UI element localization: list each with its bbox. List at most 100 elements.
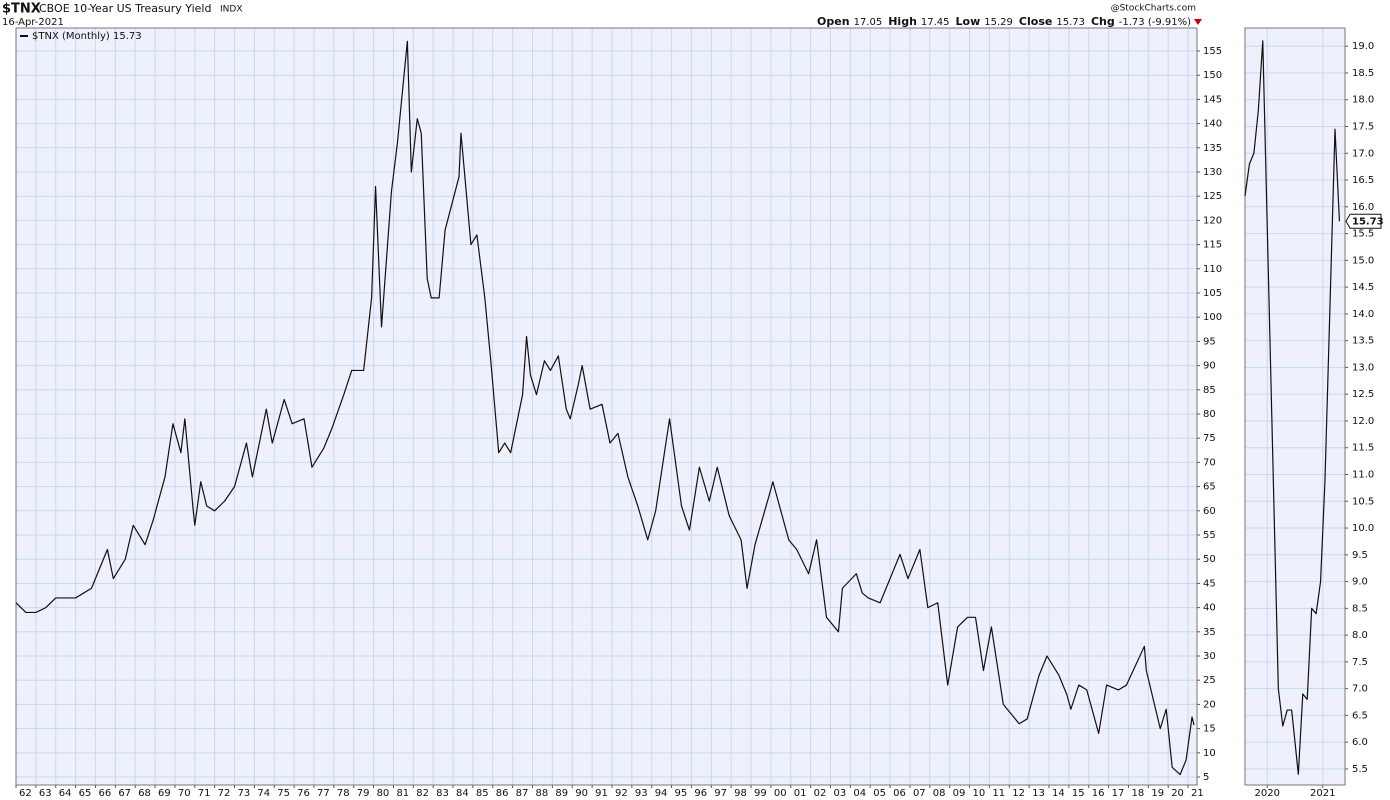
y-tick-label: 75 <box>1203 433 1216 444</box>
exchange: INDX <box>220 5 242 15</box>
x-tick-label: 98 <box>734 788 747 799</box>
x-tick-label: 81 <box>396 788 409 799</box>
y-tick-label: 125 <box>1203 191 1222 202</box>
y-tick-label: 80 <box>1203 409 1216 420</box>
y-tick-label: 30 <box>1203 651 1216 662</box>
x-tick-label: 89 <box>555 788 568 799</box>
y-tick-label: 17.0 <box>1352 148 1374 159</box>
y-tick-label: 5.5 <box>1352 764 1368 775</box>
y-tick-label: 145 <box>1203 94 1222 105</box>
y-tick-label: 17.5 <box>1352 122 1374 133</box>
plot-frame <box>15 27 1198 786</box>
y-tick-label: 110 <box>1203 264 1222 275</box>
x-tick-label: 66 <box>98 788 111 799</box>
quote-value: 17.45 <box>921 17 950 28</box>
plot-background <box>1245 28 1345 785</box>
x-tick-label: 76 <box>297 788 310 799</box>
x-tick-label: 2021 <box>1310 788 1335 799</box>
y-tick-label: 18.0 <box>1352 95 1374 106</box>
price-line <box>15 40 1195 776</box>
x-tick-label: 62 <box>19 788 32 799</box>
x-tick-label: 74 <box>257 788 270 799</box>
x-tick-label: 16 <box>1092 788 1105 799</box>
x-tick-label: 05 <box>873 788 886 799</box>
y-tick-label: 12.5 <box>1352 389 1374 400</box>
source: @StockCharts.com <box>1111 4 1196 14</box>
y-tick-label: 105 <box>1203 288 1222 299</box>
y-tick-label: 8.0 <box>1352 630 1368 641</box>
y-tick-label: 7.0 <box>1352 684 1368 695</box>
x-tick-label: 67 <box>118 788 131 799</box>
x-tick-label: 95 <box>675 788 688 799</box>
y-tick-label: 18.5 <box>1352 68 1374 79</box>
x-tick-label: 02 <box>814 788 827 799</box>
x-tick-label: 17 <box>1112 788 1125 799</box>
x-tick-label: 86 <box>496 788 509 799</box>
x-tick-label: 04 <box>853 788 866 799</box>
y-tick-label: 65 <box>1203 482 1216 493</box>
x-tick-label: 85 <box>476 788 489 799</box>
x-tick-label: 77 <box>317 788 330 799</box>
y-tick-label: 130 <box>1203 167 1222 178</box>
y-tick-label: 14.0 <box>1352 309 1374 320</box>
x-tick-label: 19 <box>1151 788 1164 799</box>
x-tick-label: 88 <box>536 788 549 799</box>
y-tick-label: 60 <box>1203 506 1216 517</box>
x-tick-label: 20 <box>1171 788 1184 799</box>
y-tick-label: 7.5 <box>1352 657 1368 668</box>
x-tick-label: 12 <box>1012 788 1025 799</box>
y-tick-label: 55 <box>1203 530 1216 541</box>
y-tick-label: 150 <box>1203 70 1222 81</box>
y-tick-label: 155 <box>1203 46 1222 57</box>
last-value-box <box>1345 213 1382 229</box>
plot-frame <box>1244 27 1346 786</box>
x-tick-label: 83 <box>436 788 449 799</box>
x-tick-label: 15 <box>1072 788 1085 799</box>
x-tick-label: 91 <box>595 788 608 799</box>
y-tick-label: 14.5 <box>1352 282 1374 293</box>
x-tick-label: 65 <box>79 788 92 799</box>
quote-value: 17.05 <box>854 17 883 28</box>
x-tick-label: 80 <box>377 788 390 799</box>
y-tick-label: 12.0 <box>1352 416 1374 427</box>
y-tick-label: 35 <box>1203 627 1216 638</box>
y-tick-label: 45 <box>1203 578 1216 589</box>
y-tick-label: 90 <box>1203 361 1216 372</box>
y-tick-label: 115 <box>1203 240 1222 251</box>
price-line <box>1244 40 1341 775</box>
legend-label: $TNX (Monthly) 15.73 <box>32 31 142 42</box>
x-tick-label: 01 <box>794 788 807 799</box>
last-value-label: 15.73 <box>1352 216 1384 227</box>
x-tick-label: 87 <box>516 788 529 799</box>
y-tick-label: 120 <box>1203 215 1222 226</box>
date: 16-Apr-2021 <box>2 17 64 28</box>
x-tick-label: 18 <box>1131 788 1144 799</box>
x-tick-label: 21 <box>1191 788 1204 799</box>
quote-value: 15.73 <box>1056 17 1085 28</box>
quote: Open 17.05 High 17.45 Low 15.29 Close 15.73 Chg -… <box>817 15 1191 28</box>
x-tick-label: 09 <box>953 788 966 799</box>
y-tick-label: 95 <box>1203 336 1216 347</box>
x-tick-label: 97 <box>714 788 727 799</box>
y-tick-label: 15.0 <box>1352 255 1374 266</box>
x-tick-label: 10 <box>973 788 986 799</box>
plot-background <box>16 28 1197 785</box>
x-tick-label: 71 <box>198 788 211 799</box>
y-tick-label: 15.5 <box>1352 229 1374 240</box>
quote-label: Open <box>817 15 850 28</box>
y-tick-label: 16.0 <box>1352 202 1374 213</box>
y-tick-label: 6.5 <box>1352 710 1368 721</box>
quote-label: Close <box>1019 15 1052 28</box>
x-tick-label: 14 <box>1052 788 1065 799</box>
x-tick-label: 08 <box>933 788 946 799</box>
y-tick-label: 40 <box>1203 603 1216 614</box>
y-tick-label: 9.0 <box>1352 577 1368 588</box>
x-tick-label: 94 <box>655 788 668 799</box>
y-tick-label: 50 <box>1203 554 1216 565</box>
x-tick-label: 96 <box>694 788 707 799</box>
x-tick-label: 78 <box>337 788 350 799</box>
quote-value: -1.73 (-9.91%) <box>1119 17 1191 28</box>
y-tick-label: 100 <box>1203 312 1222 323</box>
y-tick-label: 20 <box>1203 699 1216 710</box>
